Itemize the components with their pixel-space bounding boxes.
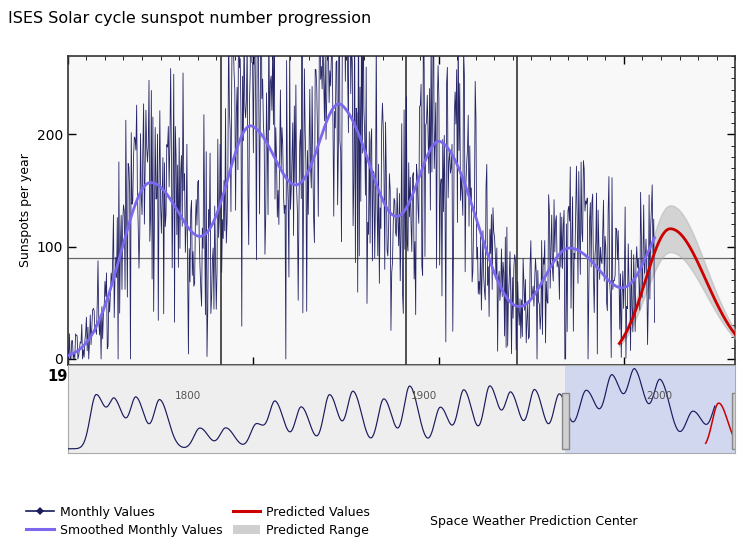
Text: ISES Solar cycle sunspot number progression: ISES Solar cycle sunspot number progress… [8,11,371,26]
Text: Space Weather Prediction Center: Space Weather Prediction Center [430,515,637,528]
Bar [566,364,735,453]
Y-axis label: Sunspots per year: Sunspots per year [20,153,32,267]
FancyBboxPatch shape [562,392,569,449]
FancyBboxPatch shape [731,392,739,449]
Legend: Monthly Values, Smoothed Monthly Values, Predicted Values, Predicted Range: Monthly Values, Smoothed Monthly Values,… [21,500,375,542]
Text: 2000: 2000 [647,391,673,401]
Text: 1800: 1800 [175,391,201,401]
Text: 1900: 1900 [411,391,437,401]
